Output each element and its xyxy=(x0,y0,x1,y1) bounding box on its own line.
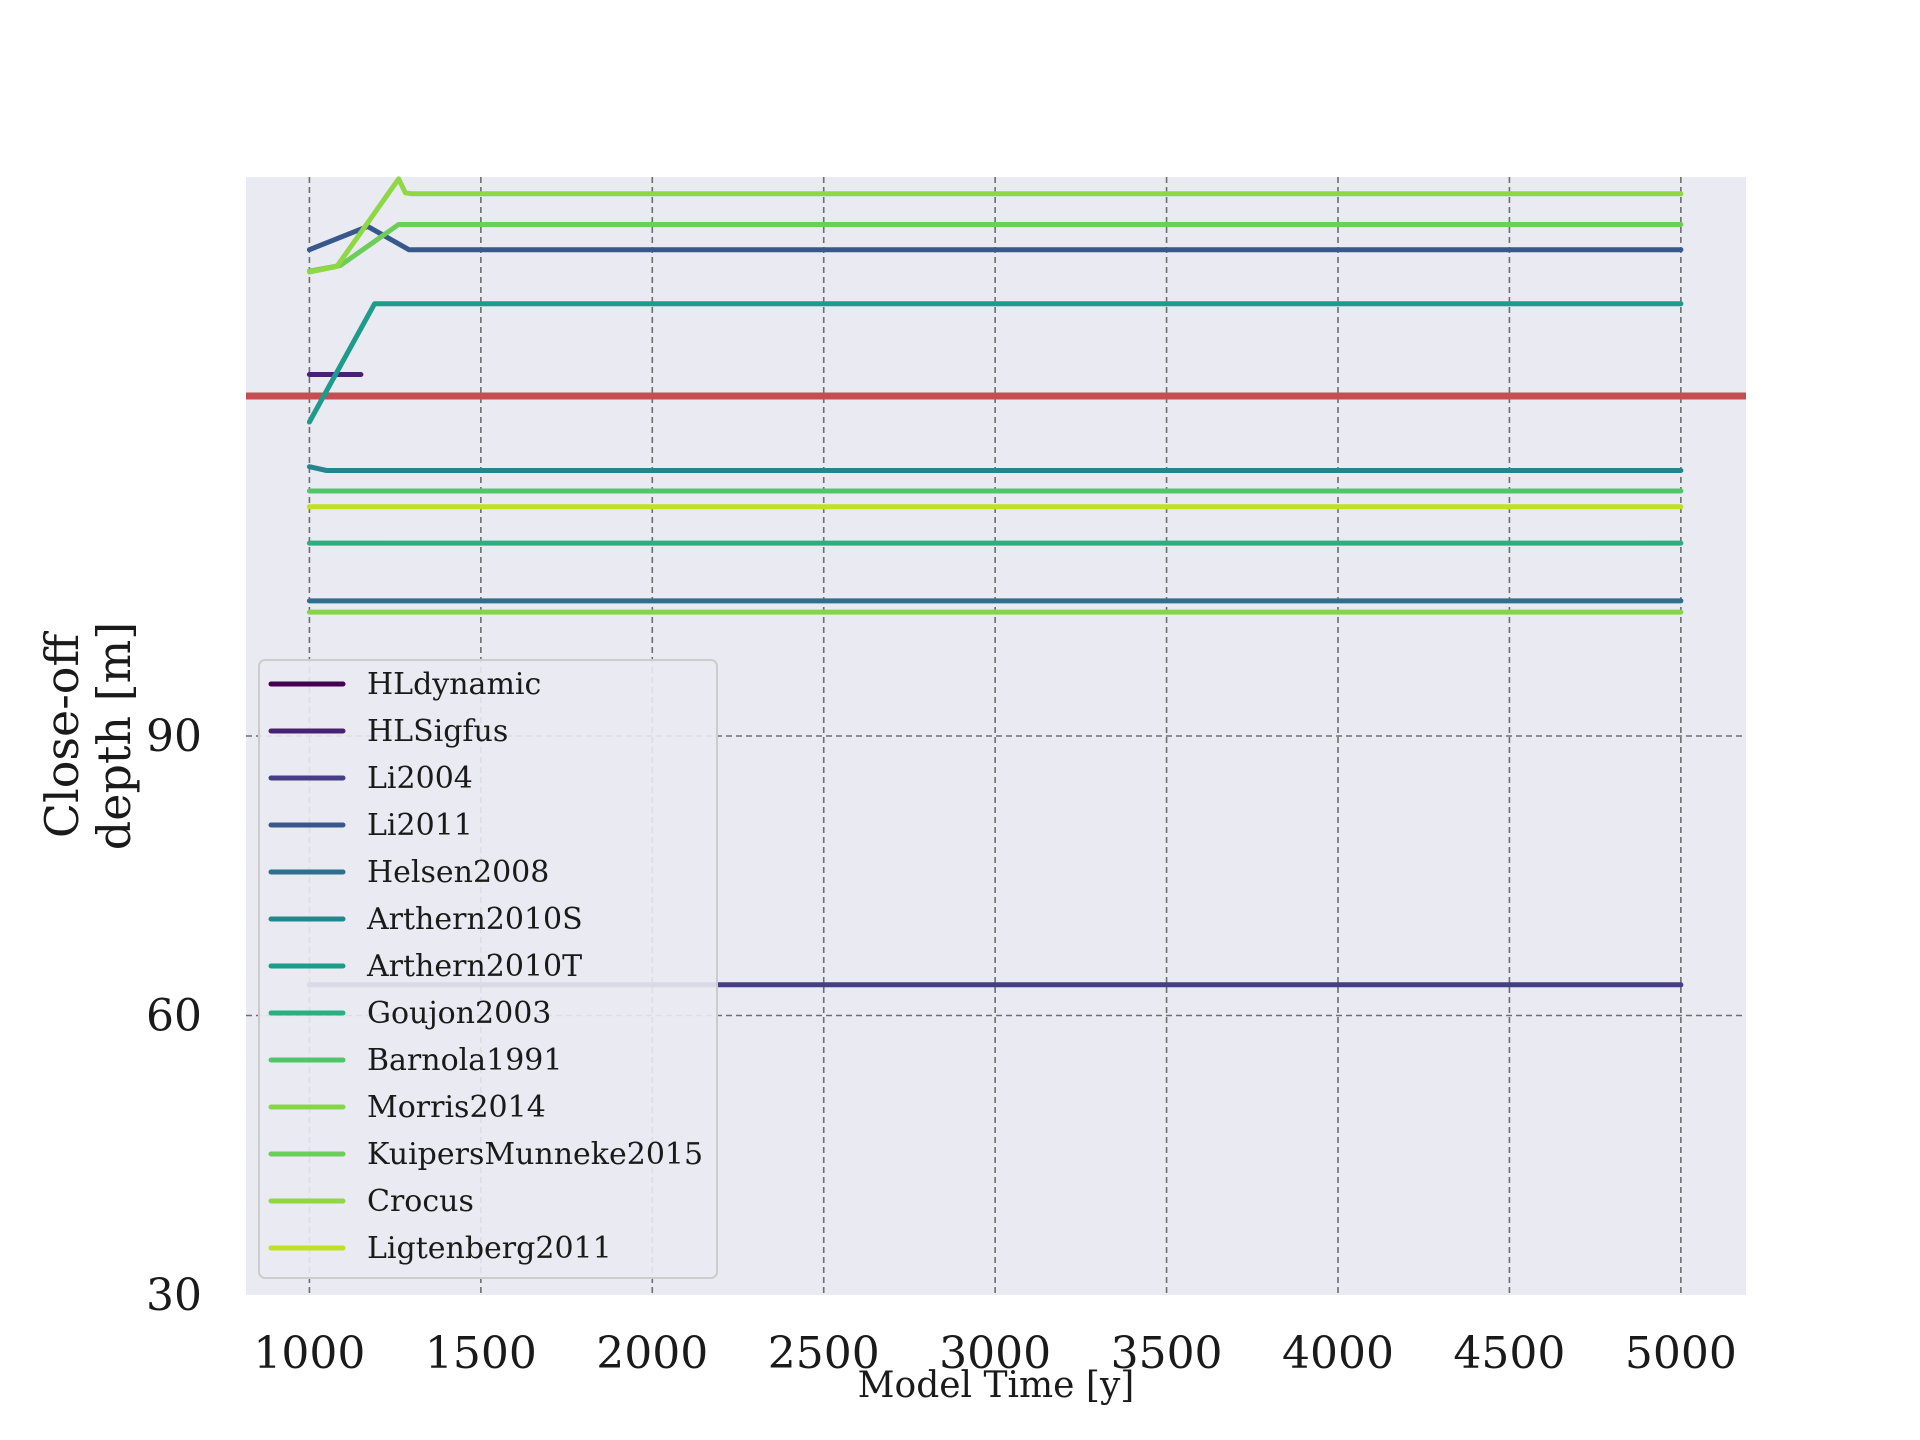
y-tick-labels: 30 60 90 xyxy=(146,711,202,1321)
x-tick-labels: 1000 1500 2000 2500 3000 3500 4000 4500 5000 xyxy=(253,1328,1736,1379)
y-axis-title: Close-off depth [m] xyxy=(35,622,141,850)
legend-label-goujon2003: Goujon2003 xyxy=(367,996,551,1031)
legend-label-hlsigfus: HLSigfus xyxy=(367,714,508,749)
legend-label-helsen2008: Helsen2008 xyxy=(367,855,549,890)
x-tick-label: 4000 xyxy=(1282,1328,1394,1379)
legend-label-morris2014: Morris2014 xyxy=(367,1090,546,1125)
x-tick-label: 4500 xyxy=(1453,1328,1565,1379)
x-tick-label: 1500 xyxy=(425,1328,537,1379)
y-tick-label: 90 xyxy=(146,711,202,762)
x-tick-label: 2000 xyxy=(596,1328,708,1379)
series-line-li2011 xyxy=(306,223,1684,253)
x-tick-label: 2500 xyxy=(768,1328,880,1379)
legend-label-kuipersmunneke2015: KuipersMunneke2015 xyxy=(367,1137,703,1172)
series-line-crocus xyxy=(306,176,1684,275)
x-tick-label: 5000 xyxy=(1625,1328,1737,1379)
legend-items: HLdynamic HLSigfus Li2004 Li2011 Helsen2008 A… xyxy=(268,667,703,1266)
legend-label-li2004: Li2004 xyxy=(367,761,473,796)
legend: HLdynamic HLSigfus Li2004 Li2011 Helsen2008 A… xyxy=(258,659,718,1279)
x-tick-label: 3500 xyxy=(1111,1328,1223,1379)
legend-label-barnola1991: Barnola1991 xyxy=(367,1043,562,1078)
x-axis-title: Model Time [y] xyxy=(858,1365,1135,1406)
y-axis-title-line-2: depth [m] xyxy=(87,622,141,850)
legend-label-arthern2010t: Arthern2010T xyxy=(366,949,582,984)
legend-label-ligtenberg2011: Ligtenberg2011 xyxy=(367,1231,612,1266)
series-line-arthern2010s xyxy=(306,464,1684,473)
series-line-arthern2010t xyxy=(306,301,1684,425)
y-tick-label: 30 xyxy=(146,1270,202,1321)
x-tick-label: 3000 xyxy=(939,1328,1051,1379)
legend-label-arthern2010s: Arthern2010S xyxy=(366,902,583,937)
legend-label-li2011: Li2011 xyxy=(367,808,473,843)
legend-label-crocus: Crocus xyxy=(367,1184,474,1219)
legend-box xyxy=(258,659,718,1279)
x-tick-label: 1000 xyxy=(253,1328,365,1379)
y-axis-title-line-1: Close-off xyxy=(35,631,89,839)
y-tick-label: 60 xyxy=(146,991,202,1042)
legend-label-hldynamic: HLdynamic xyxy=(367,667,541,702)
